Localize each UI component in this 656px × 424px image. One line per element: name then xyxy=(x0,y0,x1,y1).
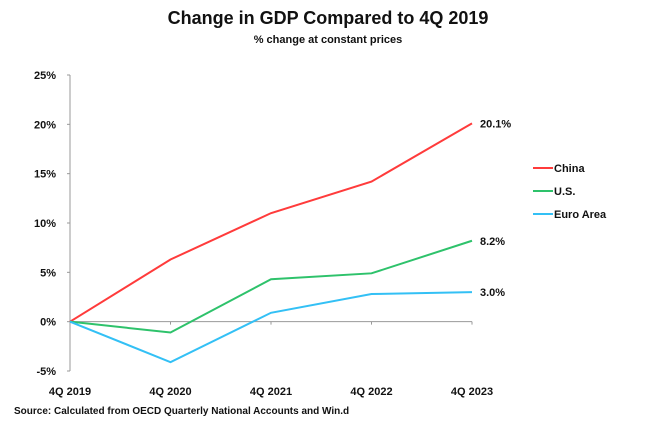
series-line-u-s- xyxy=(69,239,473,334)
chart-title: Change in GDP Compared to 4Q 2019 xyxy=(167,8,489,28)
x-tick-label: 4Q 2019 xyxy=(49,386,91,398)
chart-subtitle: % change at constant prices xyxy=(253,34,403,46)
y-tick-label: 20% xyxy=(34,119,56,131)
x-tick-label: 4Q 2020 xyxy=(149,386,191,398)
legend-label: Euro Area xyxy=(554,209,607,221)
end-value-label: 3.0% xyxy=(480,287,505,299)
x-tick-label: 4Q 2021 xyxy=(250,386,292,398)
source-note: Source: Calculated from OECD Quarterly N… xyxy=(14,406,350,417)
end-value-label: 8.2% xyxy=(480,236,505,248)
legend-label: U.S. xyxy=(554,186,575,198)
x-tick-label: 4Q 2023 xyxy=(451,386,493,398)
x-tick-label: 4Q 2022 xyxy=(350,386,392,398)
y-tick-label: 10% xyxy=(34,218,56,230)
end-value-label: 20.1% xyxy=(480,118,511,130)
series-line-euro-area xyxy=(69,291,473,364)
legend-label: China xyxy=(554,163,585,175)
y-tick-label: -5% xyxy=(36,366,56,378)
y-tick-label: 15% xyxy=(34,169,56,181)
y-tick-label: 25% xyxy=(34,70,56,82)
series-line-china xyxy=(69,122,473,323)
y-tick-label: 0% xyxy=(40,317,56,329)
y-tick-label: 5% xyxy=(40,267,56,279)
